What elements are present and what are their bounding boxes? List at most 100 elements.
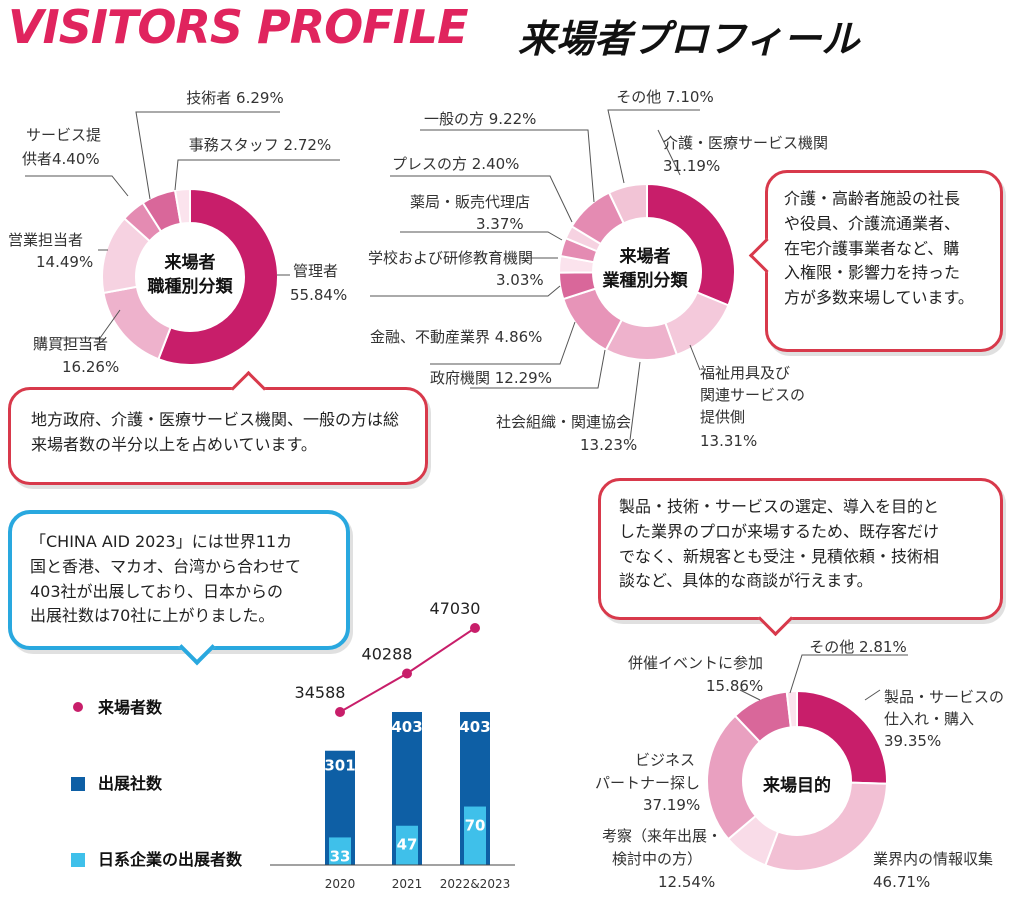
- visitors-value-0: 34588: [295, 683, 346, 702]
- bubble-industry-line-5: 方が多数来場しています。: [784, 288, 974, 308]
- label-purpose-biz-3: 37.19%: [643, 796, 700, 814]
- label-service-2: 供者4.40%: [22, 150, 100, 168]
- legend-visitors-label: 来場者数: [97, 698, 163, 717]
- visitors-value-2: 47030: [430, 599, 481, 618]
- label-purpose-other: その他 2.81%: [809, 638, 906, 656]
- donut-industry-center-1: 来場者: [619, 246, 671, 267]
- label-ind-pharmacy-2: 3.37%: [476, 215, 524, 233]
- label-purpose-study-2: 検討中の方）: [612, 850, 702, 868]
- label-manager-1: 管理者: [293, 262, 338, 280]
- bubble-china-aid-note: 「CHINA AID 2023」には世界11カ 国と香港、マカオ、台湾から合わせ…: [8, 510, 350, 666]
- bar-exhibitors-value-0: 301: [324, 757, 355, 775]
- bubble-industry-note: 介護・高齢者施設の社長 や役員、介護流通業者、 在宅介護事業者など、購 入権限・…: [748, 170, 1003, 352]
- bubble-china-line-4: 出展社数は70社に上がりました。: [30, 606, 275, 626]
- bar-japan-0: [329, 837, 351, 865]
- visitors-point-2: [470, 623, 480, 633]
- label-ind-welfare-2: 関連サービスの: [700, 386, 805, 404]
- donut-industry: [557, 182, 736, 361]
- bubble-purpose-note: 製品・技術・サービスの選定、導入を目的と した業界のプロが来場するため、既存客だ…: [598, 478, 1003, 637]
- label-ind-care-2: 31.19%: [663, 157, 720, 175]
- label-ind-care-1: 介護・医療サービス機関: [663, 134, 828, 152]
- bubble-industry-line-2: や役員、介護流通業者、: [784, 213, 961, 233]
- label-buyer-1: 購買担当者: [33, 335, 108, 353]
- label-ind-finance: 金融、不動産業界 4.86%: [370, 328, 542, 346]
- title-japanese: 来場者プロフィール: [518, 17, 860, 61]
- legend-exhibitors-label: 出展社数: [98, 774, 163, 793]
- bubble-china-line-2: 国と香港、マカオ、台湾から合わせて: [30, 556, 302, 576]
- donut-occupation: [101, 187, 279, 366]
- bubble-gov-line-1: 地方政府、介護・医療サービス機関、一般の方は総: [31, 410, 400, 429]
- exhibitor-chart: 301 33 2020 403 47 2021 403 70 2022&2023 34588 402…: [295, 599, 511, 891]
- bar-japan-value-0: 33: [330, 847, 351, 865]
- label-sales-1: 営業担当者: [8, 231, 83, 249]
- x-tick-1: 2021: [392, 877, 423, 891]
- label-purpose-info-1: 業界内の情報収集: [873, 850, 993, 868]
- legend-exhibitors-marker: [71, 777, 85, 791]
- label-purpose-event-2: 15.86%: [706, 677, 763, 695]
- label-purpose-study-1: 考察（来年出展・: [602, 827, 722, 845]
- label-ind-pharmacy-1: 薬局・販売代理店: [410, 193, 530, 211]
- label-ind-school-1: 学校および研修教育機関: [368, 249, 533, 267]
- donut3-slice-0: [796, 689, 888, 785]
- donut-industry-center-2: 業種別分類: [603, 270, 689, 291]
- legend-japan-label: 日系企業の出展者数: [98, 850, 243, 869]
- donut-purpose-leaders: [739, 654, 908, 701]
- donut2-slice-1: [664, 291, 730, 357]
- visitors-value-1: 40288: [362, 645, 413, 664]
- label-purpose-biz-2: パートナー探し: [595, 774, 700, 792]
- label-ind-general: 一般の方 9.22%: [424, 110, 536, 128]
- label-sales-2: 14.49%: [36, 253, 93, 271]
- label-ind-gov: 政府機関 12.29%: [430, 369, 552, 387]
- label-purpose-buy-3: 39.35%: [884, 732, 941, 750]
- bubble-industry-line-1: 介護・高齢者施設の社長: [784, 189, 961, 208]
- donut-occupation-leaders: [25, 111, 340, 339]
- label-office: 事務スタッフ 2.72%: [189, 136, 331, 154]
- label-purpose-study-3: 12.54%: [658, 873, 715, 891]
- donut2-slice-9: [607, 182, 648, 225]
- donut2-slice-0: [646, 182, 736, 307]
- x-tick-0: 2020: [325, 877, 356, 891]
- bubble-purpose-line-2: した業界のプロが来場するため、既存客だけ: [619, 521, 940, 541]
- bar-japan-1: [396, 825, 418, 865]
- bubble-industry-line-3: 在宅介護事業者など、購: [784, 238, 960, 258]
- label-manager-2: 55.84%: [290, 286, 347, 304]
- visitors-point-0: [335, 707, 345, 717]
- bar-japan-value-1: 47: [397, 836, 418, 854]
- donut1-slice-1: [102, 285, 172, 361]
- title-english: VISITORS PROFILE: [8, 0, 469, 54]
- label-purpose-biz-1: ビジネス: [635, 751, 695, 769]
- bar-exhibitors-value-2: 403: [459, 718, 490, 736]
- visitors-point-1: [402, 668, 412, 679]
- label-ind-society-2: 13.23%: [580, 436, 637, 454]
- donut1-slice-0: [157, 187, 279, 366]
- legend-japan-marker: [71, 853, 85, 867]
- bubble-purpose-line-1: 製品・技術・サービスの選定、導入を目的と: [619, 497, 940, 516]
- label-tech: 技術者 6.29%: [186, 89, 283, 107]
- donut-industry-leaders: [370, 109, 701, 441]
- label-purpose-event-1: 併催イベントに参加: [628, 654, 763, 672]
- donut1-slice-5: [173, 187, 191, 225]
- label-purpose-info-2: 46.71%: [873, 873, 930, 891]
- label-purpose-buy-2: 仕入れ・購入: [884, 710, 974, 728]
- donut3-slice-1: [764, 781, 888, 872]
- donut-purpose: [706, 689, 888, 872]
- bubble-purpose-line-4: 談など、具体的な商談が行えます。: [619, 571, 873, 591]
- label-ind-society-1: 社会組織・関連協会: [496, 413, 631, 431]
- x-tick-2: 2022&2023: [440, 877, 510, 891]
- bubble-china-line-1: 「CHINA AID 2023」には世界11カ: [30, 532, 293, 551]
- label-ind-other: その他 7.10%: [616, 88, 713, 106]
- label-ind-welfare-4: 13.31%: [700, 432, 757, 450]
- bubble-government-note: 地方政府、介護・医療サービス機関、一般の方は総 来場者数の半分以上を占めいていま…: [8, 370, 428, 485]
- label-service-1: サービス提: [26, 126, 101, 144]
- legend-visitors-marker: [73, 702, 83, 712]
- bubble-china-line-3: 403社が出展しており、日本からの: [30, 581, 283, 601]
- label-buyer-2: 16.26%: [62, 358, 119, 376]
- bubble-gov-line-2: 来場者数の半分以上を占めいています。: [31, 434, 317, 454]
- label-ind-welfare-1: 福祉用具及び: [700, 364, 790, 382]
- donut-occupation-center-1: 来場者: [164, 252, 216, 273]
- bubble-industry-line-4: 入権限・影響力を持った: [784, 263, 961, 283]
- label-purpose-buy-1: 製品・サービスの: [884, 688, 1004, 706]
- label-ind-welfare-3: 提供側: [700, 408, 745, 426]
